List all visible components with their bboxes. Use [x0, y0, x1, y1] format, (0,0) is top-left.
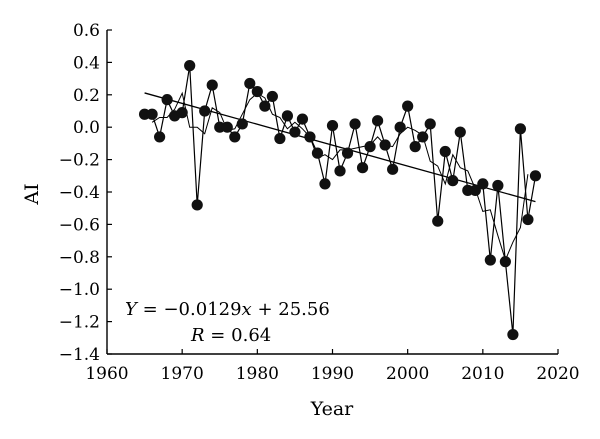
data-point — [469, 184, 481, 196]
moving-average-line — [151, 91, 529, 262]
y-tick-label: 0.2 — [73, 86, 100, 106]
data-point — [229, 131, 241, 143]
data-point — [289, 126, 301, 138]
data-point — [341, 147, 354, 159]
x-axis-title: Year — [310, 398, 354, 420]
x-tick-label: 1970 — [161, 364, 204, 384]
x-tick-label: 1960 — [85, 364, 128, 384]
annotation-block: Y = −0.0129x + 25.56 R = 0.64 — [125, 299, 330, 346]
data-point — [161, 94, 173, 106]
data-point — [304, 131, 316, 143]
y-tick-label: −0.8 — [59, 248, 100, 268]
y-tick-label: −1.0 — [59, 280, 100, 300]
data-point — [379, 139, 391, 151]
data-point — [529, 170, 542, 182]
data-point — [349, 118, 361, 130]
y-tick-label: −0.6 — [59, 215, 100, 235]
data-point — [372, 115, 384, 127]
y-tick-label: 0.4 — [73, 53, 100, 73]
data-point — [319, 178, 331, 190]
data-point — [199, 105, 211, 117]
data-point — [334, 165, 346, 177]
y-tick-label: −0.2 — [59, 151, 100, 171]
y-tick-label: 0.6 — [73, 21, 100, 41]
data-point — [417, 131, 429, 143]
data-point — [484, 254, 496, 266]
data-point — [387, 163, 399, 175]
data-point — [184, 60, 196, 72]
data-points — [138, 60, 542, 341]
y-tick-label: −1.2 — [59, 313, 100, 333]
data-point — [514, 123, 527, 135]
y-axis-title: AI — [21, 183, 43, 205]
data-point — [326, 119, 339, 132]
data-point — [522, 213, 534, 226]
data-point — [364, 141, 376, 153]
data-point — [206, 79, 218, 91]
y-ticks: 0.6 0.4 0.2 0.0 −0.2 −0.4 −0.6 −0.8 −1.0 −1.2 −1.4 — [59, 21, 112, 365]
data-point — [402, 100, 414, 112]
data-point — [311, 147, 324, 159]
data-point — [477, 178, 489, 190]
data-point — [409, 141, 421, 153]
data-point — [266, 90, 278, 103]
x-tick-label: 2010 — [461, 364, 504, 384]
r-value-annotation: R = 0.64 — [190, 325, 271, 346]
data-point — [424, 118, 436, 130]
data-point — [356, 162, 369, 174]
data-point — [236, 118, 248, 130]
data-point — [507, 328, 519, 341]
data-point — [492, 179, 504, 192]
data-point — [281, 110, 293, 122]
data-point — [251, 85, 263, 98]
x-tick-label: 2020 — [536, 364, 579, 384]
data-point — [499, 256, 511, 268]
data-point — [146, 108, 158, 120]
data-point — [221, 121, 233, 133]
data-point — [244, 77, 256, 90]
data-point — [439, 145, 451, 158]
x-tick-label: 1990 — [311, 364, 354, 384]
y-tick-label: 0.0 — [73, 118, 100, 138]
data-point — [447, 175, 459, 187]
x-ticks: 1960 1970 1980 1990 2000 2010 2020 — [85, 349, 580, 384]
data-point — [394, 121, 406, 133]
data-point — [191, 199, 203, 211]
data-point — [432, 215, 444, 227]
x-tick-label: 2000 — [386, 364, 429, 384]
data-point — [296, 113, 309, 125]
y-tick-label: −0.4 — [59, 183, 100, 203]
x-tick-label: 1980 — [236, 364, 279, 384]
y-tick-label: −1.4 — [59, 345, 100, 365]
data-point — [454, 126, 466, 138]
equation-annotation: Y = −0.0129x + 25.56 — [125, 299, 330, 320]
data-point — [274, 132, 286, 145]
data-point — [176, 107, 188, 119]
data-point — [259, 100, 271, 112]
data-point — [154, 131, 166, 143]
